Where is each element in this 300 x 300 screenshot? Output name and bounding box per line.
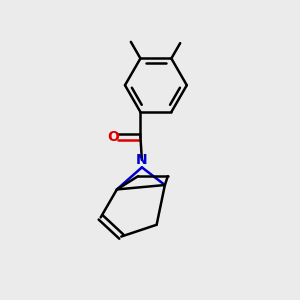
Text: O: O (107, 130, 119, 144)
Text: N: N (136, 153, 148, 167)
